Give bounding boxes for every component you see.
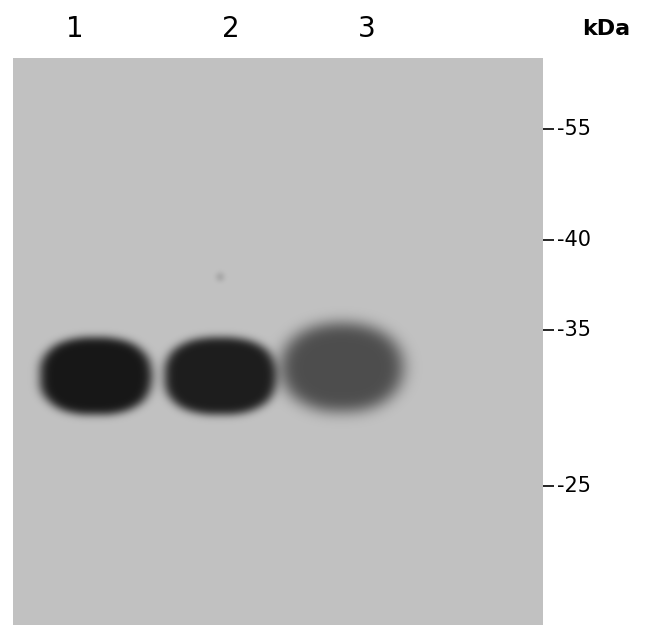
Text: kDa: kDa [582,19,630,39]
Text: 2: 2 [222,15,240,43]
Text: -25: -25 [557,476,591,497]
Text: -40: -40 [557,229,591,250]
Text: -35: -35 [557,319,591,340]
Text: 3: 3 [358,15,376,43]
Text: -55: -55 [557,118,591,139]
Text: 1: 1 [66,15,84,43]
